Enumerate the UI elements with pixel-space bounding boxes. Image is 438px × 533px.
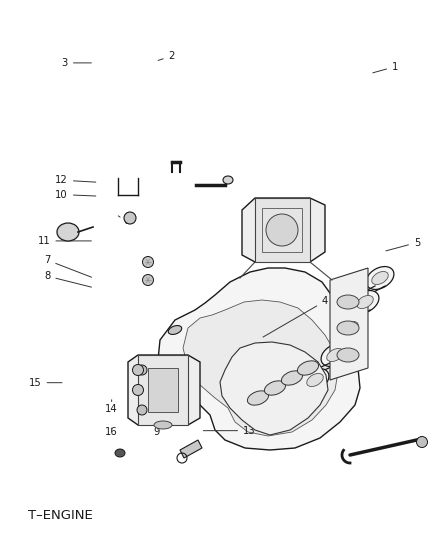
Polygon shape [242,198,325,262]
Ellipse shape [366,266,394,289]
Text: 16: 16 [105,427,117,437]
Circle shape [137,405,147,415]
Text: 14: 14 [105,400,117,414]
Ellipse shape [115,449,125,457]
Text: 6: 6 [118,216,129,226]
Text: 4: 4 [263,296,328,337]
Ellipse shape [57,223,79,241]
Circle shape [133,365,144,376]
Circle shape [142,274,153,286]
Text: 3: 3 [62,58,92,68]
Circle shape [133,384,144,395]
Polygon shape [255,198,310,262]
Ellipse shape [351,290,379,313]
Ellipse shape [357,295,373,309]
Ellipse shape [265,381,286,395]
Text: 2: 2 [158,51,175,61]
Ellipse shape [301,368,329,391]
Ellipse shape [372,271,388,285]
Ellipse shape [336,317,364,340]
Ellipse shape [247,391,268,405]
Polygon shape [330,268,368,380]
Polygon shape [128,355,200,425]
Polygon shape [180,440,202,458]
Text: 13: 13 [203,426,256,435]
Text: 11: 11 [38,236,92,246]
Ellipse shape [342,321,358,335]
Circle shape [137,365,147,375]
Polygon shape [220,342,328,435]
Ellipse shape [223,176,233,184]
Ellipse shape [168,326,182,334]
Ellipse shape [337,321,359,335]
Text: 7: 7 [44,255,92,277]
Ellipse shape [337,348,359,362]
Text: 5: 5 [386,238,420,251]
Polygon shape [158,268,360,450]
Ellipse shape [321,344,349,367]
Ellipse shape [307,374,323,386]
Circle shape [417,437,427,448]
Ellipse shape [327,349,343,361]
Ellipse shape [154,421,172,429]
Text: 9: 9 [153,427,160,437]
Circle shape [124,212,136,224]
Polygon shape [148,368,178,412]
Text: T–ENGINE: T–ENGINE [28,509,93,522]
Polygon shape [183,300,338,436]
Circle shape [142,256,153,268]
Text: 1: 1 [373,62,399,73]
Ellipse shape [297,361,318,375]
Text: 12: 12 [55,175,96,185]
Text: 15: 15 [29,378,62,387]
Text: 8: 8 [44,271,92,287]
Text: 10: 10 [55,190,96,199]
Ellipse shape [282,371,303,385]
Circle shape [266,214,298,246]
Polygon shape [138,355,188,425]
Ellipse shape [337,295,359,309]
